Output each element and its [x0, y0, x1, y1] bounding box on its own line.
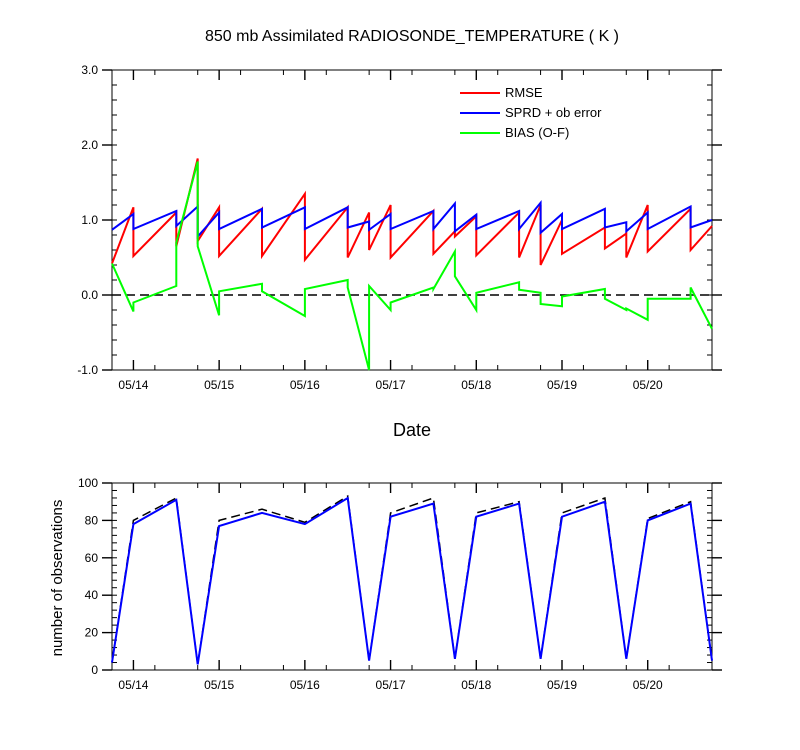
bottom-y-tick-label: 20 — [85, 626, 99, 640]
top-x-axis-label: Date — [393, 420, 431, 440]
top-series-rmse — [111, 158, 713, 266]
top-x-tick-label: 05/19 — [547, 378, 577, 392]
bottom-y-tick-label: 60 — [85, 551, 99, 565]
bottom-x-tick-label: 05/14 — [118, 678, 148, 692]
bottom-x-tick-label: 05/16 — [290, 678, 320, 692]
top-y-tick-label: 3.0 — [81, 63, 98, 77]
bottom-x-tick-label: 05/17 — [376, 678, 406, 692]
chart-title: 850 mb Assimilated RADIOSONDE_TEMPERATUR… — [205, 28, 619, 45]
bottom-y-tick-label: 100 — [78, 476, 98, 490]
top-x-tick-label: 05/20 — [633, 378, 663, 392]
bottom-x-tick-label: 05/15 — [204, 678, 234, 692]
legend-label-0: RMSE — [505, 85, 543, 100]
bottom-series-assimilated — [111, 496, 713, 665]
bottom-y-axis-label: number of observations — [49, 500, 66, 657]
top-x-tick-label: 05/14 — [118, 378, 148, 392]
legend-label-2: BIAS (O-F) — [505, 125, 569, 140]
legend-label-1: SPRD + ob error — [505, 105, 602, 120]
top-y-tick-label: 1.0 — [81, 213, 98, 227]
bottom-y-tick-label: 0 — [91, 663, 98, 677]
bottom-x-tick-label: 05/18 — [461, 678, 491, 692]
top-x-tick-label: 05/17 — [376, 378, 406, 392]
top-x-tick-label: 05/15 — [204, 378, 234, 392]
top-series-sprd-ob-error — [111, 200, 713, 240]
bottom-y-tick-label: 40 — [85, 588, 99, 602]
top-y-tick-label: 0.0 — [81, 288, 98, 302]
bottom-x-tick-label: 05/19 — [547, 678, 577, 692]
top-y-tick-label: -1.0 — [77, 363, 98, 377]
top-series-bias-o-f — [111, 161, 713, 371]
bottom-x-tick-label: 05/20 — [633, 678, 663, 692]
top-x-tick-label: 05/18 — [461, 378, 491, 392]
top-y-tick-label: 2.0 — [81, 138, 98, 152]
bottom-y-tick-label: 80 — [85, 513, 99, 527]
top-x-tick-label: 05/16 — [290, 378, 320, 392]
